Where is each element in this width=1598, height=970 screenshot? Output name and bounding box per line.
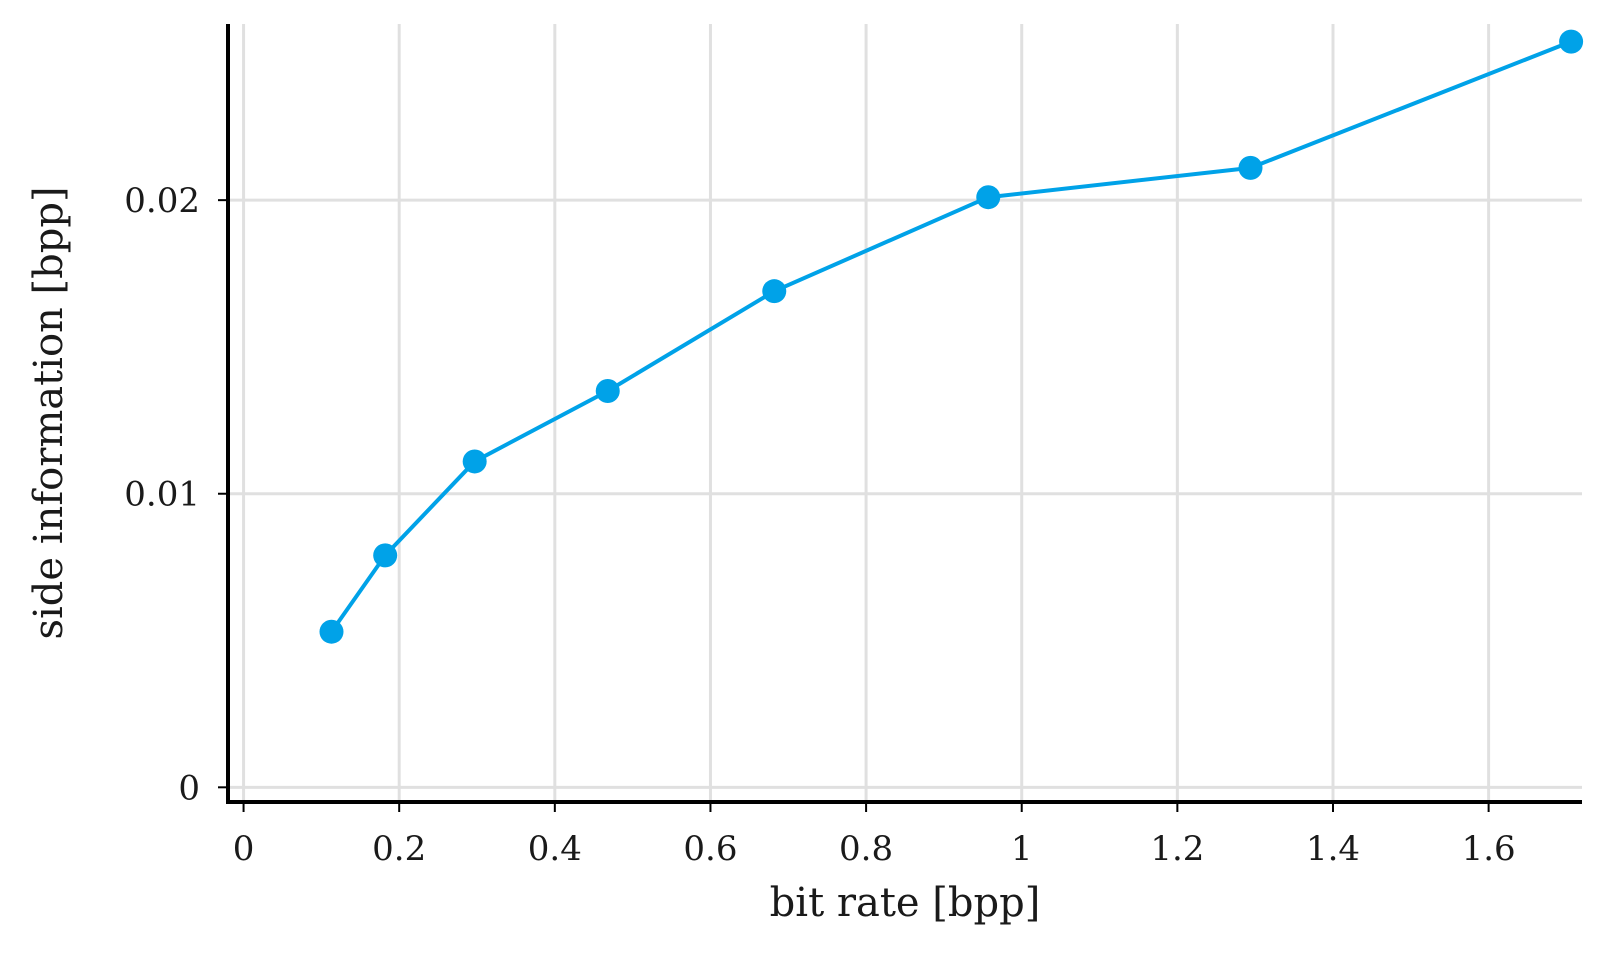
data-point: [462, 449, 487, 474]
y-axis-title: side information [bpp]: [26, 186, 72, 639]
tick-labels: 0 0.2 0.4 0.6 0.8 1 1.2 1.4 1.6 0 0.01 0.02: [124, 181, 1515, 869]
axes: [218, 24, 1582, 812]
x-tick-label: 0: [233, 829, 255, 869]
x-tick-label: 0.8: [839, 829, 893, 869]
x-tick-label: 0.4: [528, 829, 582, 869]
data-point: [595, 378, 620, 403]
data-point: [762, 279, 787, 304]
data-point: [1559, 29, 1584, 54]
x-axis-title: bit rate [bpp]: [770, 880, 1041, 926]
x-tick-label: 1: [1011, 829, 1033, 869]
data-point: [319, 619, 344, 644]
y-tick-label: 0: [178, 768, 200, 808]
series: [319, 29, 1584, 644]
data-point: [373, 543, 398, 568]
x-tick-label: 0.6: [683, 829, 737, 869]
y-tick-label: 0.01: [124, 475, 200, 515]
x-tick-label: 1.6: [1462, 829, 1516, 869]
grid: [228, 24, 1582, 802]
x-tick-label: 1.4: [1306, 829, 1360, 869]
x-tick-label: 0.2: [372, 829, 426, 869]
x-tick-label: 1.2: [1150, 829, 1204, 869]
data-point: [976, 185, 1001, 210]
data-point: [1238, 155, 1263, 180]
y-tick-label: 0.02: [124, 181, 200, 221]
series-line: [329, 39, 1572, 633]
